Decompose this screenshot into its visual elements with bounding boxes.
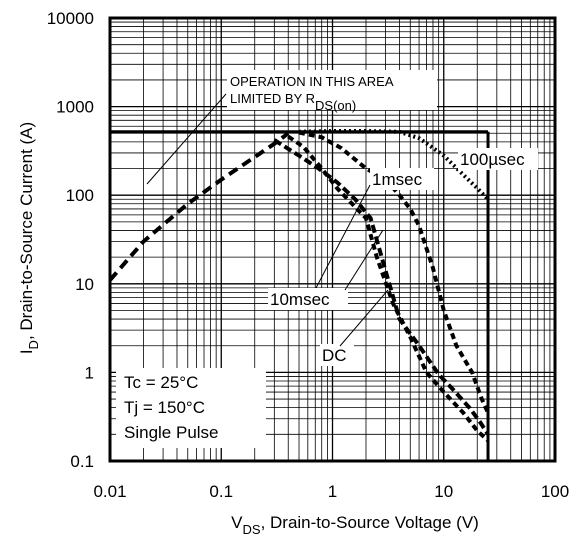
x-axis-title-sub: DS bbox=[243, 522, 261, 537]
series-1ms-line bbox=[298, 130, 490, 414]
label-dc: DC bbox=[322, 346, 347, 365]
operation-area-line1: OPERATION IN THIS AREA bbox=[230, 74, 394, 89]
label-10ms-box bbox=[268, 288, 348, 310]
label-dc-box bbox=[320, 344, 354, 366]
x-tick-label: 100 bbox=[541, 482, 569, 501]
x-tick-label: 1 bbox=[328, 482, 337, 501]
y-tick-label: 1 bbox=[85, 363, 94, 382]
series-100us-line bbox=[298, 129, 490, 201]
y-axis-title-sub: D bbox=[26, 340, 41, 349]
x-axis-title: VDS, Drain-to-Source Voltage (V) bbox=[231, 513, 479, 537]
operation-area-box bbox=[227, 70, 437, 110]
operation-area-line2-main: LIMITED BY R bbox=[230, 91, 315, 106]
curves bbox=[108, 129, 490, 443]
label-1ms-box bbox=[370, 168, 434, 190]
series-dc-line bbox=[273, 138, 490, 436]
leader-10ms bbox=[344, 229, 384, 291]
label-100us-box bbox=[458, 148, 538, 170]
y-tick-label: 0.1 bbox=[70, 452, 94, 471]
y-tick-label: 100 bbox=[66, 186, 94, 205]
rds-on-line bbox=[108, 131, 290, 282]
leader-dc bbox=[339, 289, 389, 347]
leader-1ms bbox=[315, 184, 371, 289]
condition-pulse: Single Pulse bbox=[124, 423, 219, 442]
label-1ms: 1msec bbox=[372, 170, 423, 189]
operation-area-leader bbox=[146, 93, 227, 185]
series-10ms-line bbox=[287, 134, 490, 443]
condition-tj: Tj = 150°C bbox=[124, 398, 205, 417]
tick-labels: 0.01 0.1 1 10 100 0.1 1 10 100 1000 10000 bbox=[47, 9, 569, 501]
label-10ms: 10msec bbox=[270, 290, 330, 309]
x-axis-title-main: V bbox=[231, 513, 243, 532]
operation-area-line2-sub: DS(on) bbox=[315, 98, 356, 113]
y-tick-label: 10 bbox=[75, 275, 94, 294]
x-tick-label: 10 bbox=[434, 482, 453, 501]
y-axis-title-rest: , Drain-to-Source Current (A) bbox=[17, 122, 36, 340]
x-axis-title-rest: , Drain-to-Source Voltage (V) bbox=[261, 513, 479, 532]
y-tick-label: 1000 bbox=[56, 98, 94, 117]
x-tick-label: 0.01 bbox=[93, 482, 126, 501]
y-axis-title-main: I bbox=[17, 349, 36, 354]
plot-frame bbox=[108, 16, 557, 463]
conditions-box bbox=[116, 368, 266, 448]
x-tick-label: 0.1 bbox=[209, 482, 233, 501]
label-100us: 100µsec bbox=[460, 150, 525, 169]
y-tick-label: 10000 bbox=[47, 9, 94, 28]
condition-tc: Tc = 25°C bbox=[124, 373, 198, 392]
y-axis-title: ID, Drain-to-Source Current (A) bbox=[17, 122, 41, 354]
operation-area-line2: LIMITED BY RDS(on) bbox=[230, 91, 356, 113]
